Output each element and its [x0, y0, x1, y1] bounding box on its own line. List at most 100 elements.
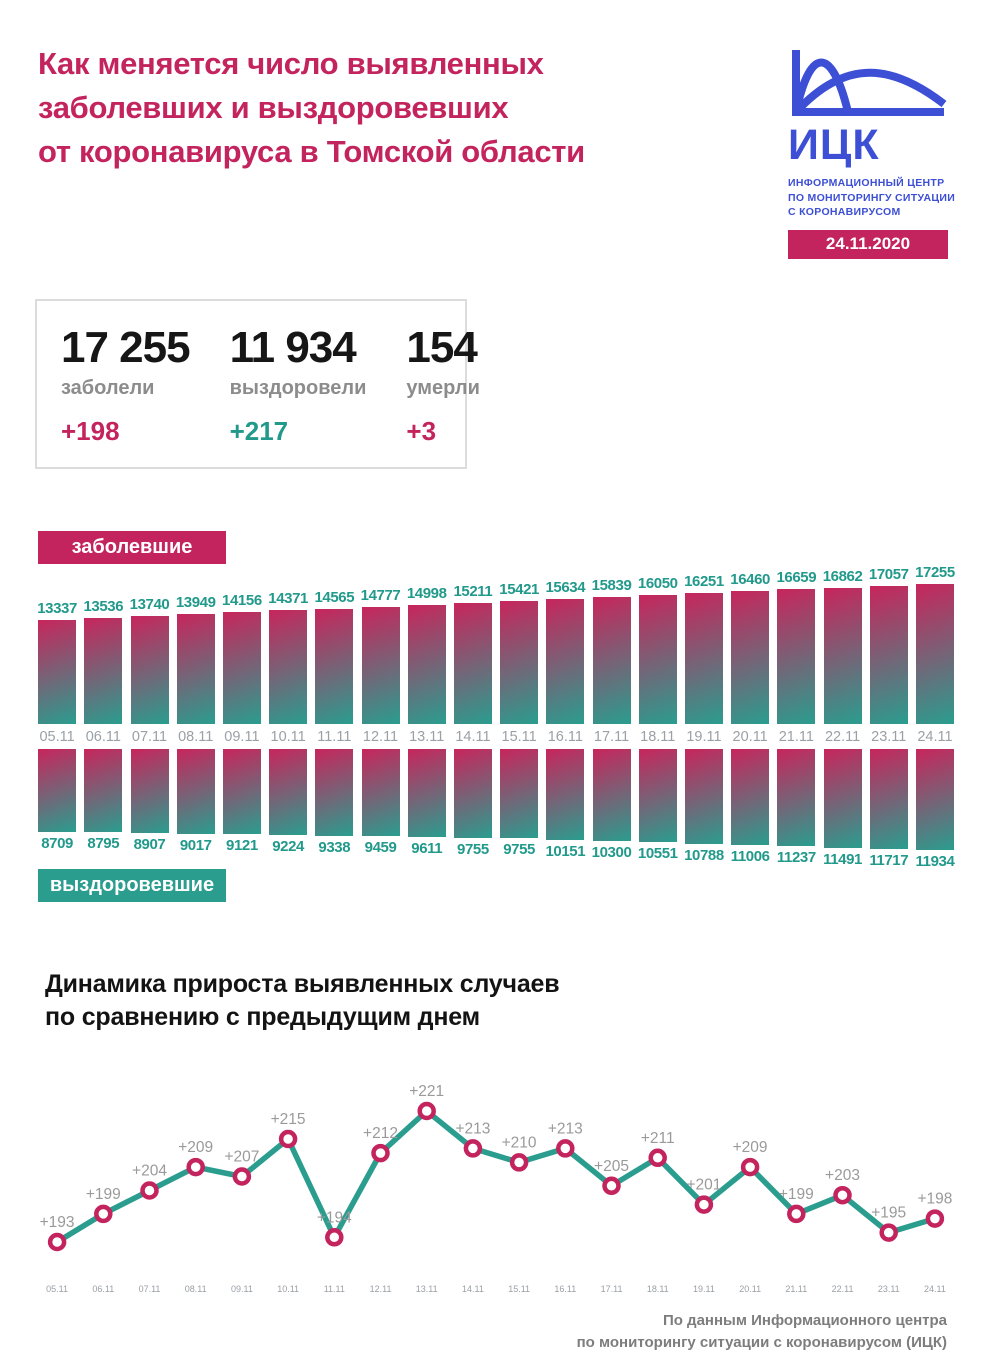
date-label: 13.11 — [409, 729, 445, 746]
bar-value-label: 11006 — [730, 848, 770, 866]
logo: ИЦК ИНФОРМАЦИОННЫЙ ЦЕНТР ПО МОНИТОРИНГУ … — [788, 42, 956, 260]
bar-column: 17057 — [866, 566, 912, 725]
stat-delta: +3 — [406, 416, 437, 447]
bar-value-label: 9755 — [457, 841, 489, 859]
axis-date-label: 05.11 — [46, 1284, 69, 1295]
bar — [546, 599, 585, 725]
axis-date-label: 19.11 — [693, 1284, 715, 1295]
bar — [269, 749, 308, 836]
data-point-marker — [833, 1186, 852, 1205]
point-value-label: +209 — [733, 1139, 768, 1156]
bar-value-label: 11237 — [776, 849, 816, 867]
date-label: 15.11 — [501, 729, 537, 746]
bar-column: 14371 — [265, 590, 311, 725]
bar-column: 15211 — [450, 583, 496, 725]
date-label: 09.11 — [224, 729, 260, 746]
stat-value: 11 934 — [229, 323, 357, 373]
axis-date-label: 18.11 — [646, 1284, 669, 1295]
bar-value-label: 13536 — [83, 598, 124, 616]
bar-value-label: 16050 — [637, 575, 678, 593]
bar-column: 9224 — [265, 749, 311, 855]
bar-value-label: 14777 — [360, 587, 401, 605]
stat-value: 17 255 — [61, 323, 191, 373]
bar-value-label: 9121 — [226, 837, 258, 855]
bar-column: 9755 — [496, 749, 542, 858]
bar — [84, 749, 123, 833]
axis-date-label: 10.11 — [277, 1284, 300, 1295]
date-label: 10.11 — [270, 729, 306, 746]
bar-value-label: 11491 — [823, 851, 862, 869]
data-point-marker — [787, 1204, 806, 1224]
date-label: 16.11 — [547, 729, 583, 746]
bar-value-label: 14371 — [268, 590, 308, 608]
page-title-line: заболевших и выздоровевших — [38, 90, 509, 126]
point-value-label: +199 — [86, 1186, 121, 1203]
bar — [731, 591, 770, 725]
bar-value-label: 13949 — [175, 594, 216, 612]
bar — [500, 749, 539, 839]
stat-value: 154 — [406, 323, 477, 373]
bar-value-label: 14156 — [222, 592, 262, 610]
infographic-page: Как меняется число выявленных заболевших… — [34, 42, 956, 1351]
bar — [638, 749, 677, 843]
date-label: 20.11 — [732, 729, 768, 746]
date-label: 19.11 — [686, 729, 722, 746]
bar-column: 11237 — [773, 749, 819, 866]
bar — [777, 589, 816, 725]
date-label: 18.11 — [640, 729, 676, 746]
axis-date-label: 17.11 — [600, 1284, 623, 1295]
bar-column: 15634 — [542, 579, 588, 725]
bar — [592, 597, 631, 725]
bar-value-label: 16659 — [776, 569, 817, 587]
bar-value-label: 8907 — [133, 836, 166, 854]
point-value-label: +195 — [871, 1205, 906, 1222]
bar-value-label: 9017 — [179, 837, 212, 855]
stat-died: 154 умерли +3 — [406, 323, 480, 447]
bar-column: 9611 — [404, 749, 450, 857]
point-value-label: +210 — [502, 1134, 537, 1151]
bar-value-label: 17255 — [915, 564, 955, 582]
bar-column: 15421 — [496, 581, 542, 725]
bar-value-label: 9338 — [318, 839, 351, 857]
stat-label: выздоровели — [229, 377, 367, 400]
stat-infected: 17 255 заболели +198 — [61, 323, 191, 447]
point-value-label: +203 — [825, 1167, 860, 1184]
point-value-label: +205 — [594, 1158, 629, 1175]
data-point-marker — [879, 1223, 898, 1242]
stat-recovered: 11 934 выздоровели +217 — [230, 323, 367, 447]
bar — [915, 584, 954, 725]
bar-column: 9459 — [357, 749, 403, 856]
bar — [361, 607, 400, 725]
stat-label: умерли — [406, 377, 480, 400]
bar — [130, 749, 169, 834]
point-value-label: +194 — [317, 1209, 352, 1226]
stat-delta: +217 — [229, 416, 289, 447]
point-value-label: +207 — [224, 1149, 259, 1166]
axis-date-label: 08.11 — [184, 1284, 207, 1295]
bar — [38, 620, 77, 725]
bar — [176, 614, 215, 725]
bar-column: 9755 — [450, 749, 496, 858]
bar-column: 8709 — [34, 749, 80, 852]
axis-date-label: 16.11 — [554, 1284, 577, 1295]
data-point-marker — [94, 1204, 113, 1224]
point-value-label: +211 — [641, 1130, 675, 1147]
recovered-tag: выздоровевшие — [38, 869, 226, 903]
data-point-marker — [278, 1129, 298, 1149]
bar — [407, 605, 446, 725]
bar — [592, 749, 631, 842]
bar-value-label: 10300 — [591, 844, 632, 862]
bar-value-label: 17057 — [868, 566, 909, 584]
logo-curves-icon — [792, 50, 947, 116]
bar-value-label: 15211 — [453, 583, 493, 601]
bar — [222, 612, 261, 725]
bar-column: 11717 — [866, 749, 912, 869]
logo-caption: ИНФОРМАЦИОННЫЙ ЦЕНТР ПО МОНИТОРИНГУ СИТУ… — [788, 177, 956, 219]
bar-column: 16862 — [819, 568, 865, 725]
point-value-label: +213 — [548, 1120, 583, 1137]
bar-column: 16659 — [773, 569, 819, 725]
axis-date-label: 20.11 — [739, 1284, 762, 1295]
data-point-marker — [232, 1167, 252, 1186]
date-label: 12.11 — [362, 729, 399, 746]
data-point-marker — [602, 1176, 621, 1196]
